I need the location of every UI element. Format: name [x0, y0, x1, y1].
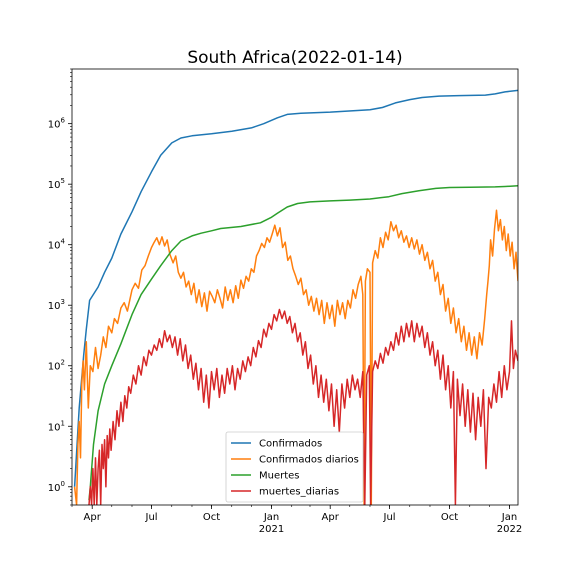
series-line-muertes	[88, 185, 518, 501]
y-tick-label: 104	[48, 238, 66, 252]
x-tick-label: Oct	[203, 512, 220, 523]
x-tick-label: Apr	[322, 512, 340, 523]
legend-label-confirmados: Confirmados	[259, 439, 322, 450]
series-line-muertes-diarias	[88, 308, 518, 505]
series-layer	[73, 89, 518, 505]
chart-title: South Africa(2022-01-14)	[187, 48, 402, 68]
y-tick-label: 102	[48, 359, 65, 373]
x-tick-label: Oct	[441, 512, 458, 523]
x-tick-sublabel: 2022	[497, 524, 522, 535]
legend: Confirmados Confirmados diarios Muertes mue…	[225, 431, 364, 503]
x-tick-label: Jan	[263, 512, 279, 523]
x-tick-label: Jul	[383, 512, 396, 523]
y-tick-label: 106	[48, 117, 66, 131]
y-axis: 100 101 102 103 104 105 106	[48, 68, 72, 506]
y-tick-label: 100	[48, 480, 65, 494]
legend-label-confirmados-diarios: Confirmados diarios	[259, 455, 359, 466]
y-tick-label: 101	[48, 419, 65, 433]
x-tick-label: Jan	[501, 512, 517, 523]
series-line-confirmados	[73, 89, 518, 487]
legend-box	[225, 431, 364, 503]
x-tick-label: Jul	[145, 512, 158, 523]
y-tick-label: 103	[48, 298, 65, 312]
legend-label-muertes: Muertes	[259, 471, 300, 482]
legend-label-muertes-diarias: muertes_diarias	[259, 487, 339, 498]
series-line-confirmados-diarios	[73, 209, 518, 505]
x-tick-sublabel: 2021	[259, 524, 284, 535]
y-tick-label: 105	[48, 177, 65, 191]
x-tick-label: Apr	[84, 512, 102, 523]
